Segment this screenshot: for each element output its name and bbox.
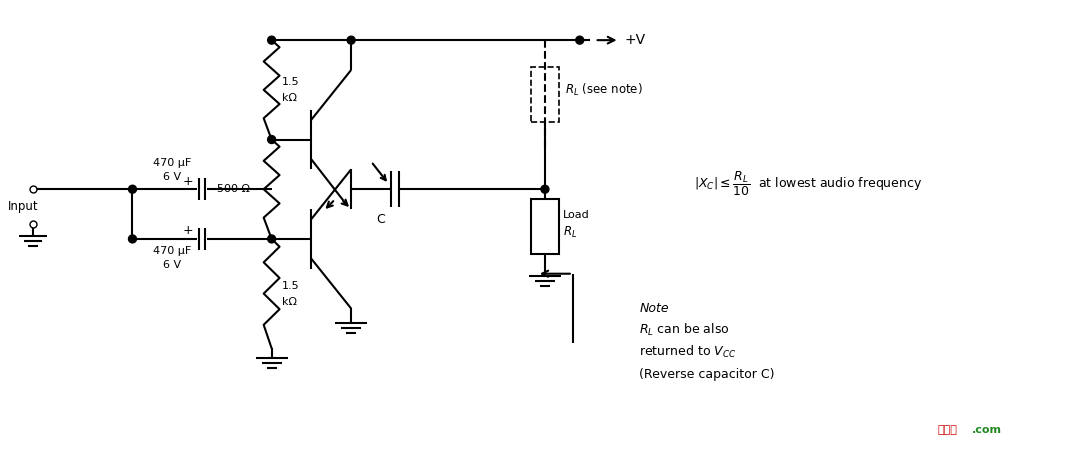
Text: 接线图: 接线图 <box>937 425 958 435</box>
Text: 500 Ω: 500 Ω <box>217 184 250 194</box>
Circle shape <box>128 185 137 193</box>
Text: +: + <box>183 224 194 237</box>
Text: $R_L$: $R_L$ <box>563 225 577 240</box>
Text: C: C <box>377 212 385 226</box>
Text: kΩ: kΩ <box>281 296 296 306</box>
Text: $R_L$ can be also: $R_L$ can be also <box>640 322 730 338</box>
Circle shape <box>268 235 276 243</box>
Circle shape <box>268 36 276 44</box>
Text: $R_L$ (see note): $R_L$ (see note) <box>565 82 643 98</box>
Text: 470 μF: 470 μF <box>153 246 192 256</box>
Circle shape <box>576 36 584 44</box>
Text: $|X_C| \leq \dfrac{R_L}{10}$  at lowest audio frequency: $|X_C| \leq \dfrac{R_L}{10}$ at lowest a… <box>694 170 922 198</box>
Text: 470 μF: 470 μF <box>153 158 192 168</box>
Circle shape <box>268 136 276 143</box>
Text: +: + <box>183 175 194 188</box>
Text: 6 V: 6 V <box>163 173 181 183</box>
Circle shape <box>541 185 549 193</box>
Text: .com: .com <box>973 425 1003 435</box>
Text: kΩ: kΩ <box>281 93 296 103</box>
Text: 6 V: 6 V <box>163 260 181 270</box>
Text: (Reverse capacitor C): (Reverse capacitor C) <box>640 368 775 380</box>
Circle shape <box>128 235 137 243</box>
Text: +V: +V <box>625 33 645 47</box>
Text: Input: Input <box>9 200 39 213</box>
Text: Load: Load <box>563 210 590 220</box>
Text: returned to $V_{CC}$: returned to $V_{CC}$ <box>640 344 737 360</box>
Circle shape <box>347 36 355 44</box>
Text: 1.5: 1.5 <box>281 77 300 87</box>
Text: 1.5: 1.5 <box>281 281 300 291</box>
Text: Note: Note <box>640 302 669 315</box>
